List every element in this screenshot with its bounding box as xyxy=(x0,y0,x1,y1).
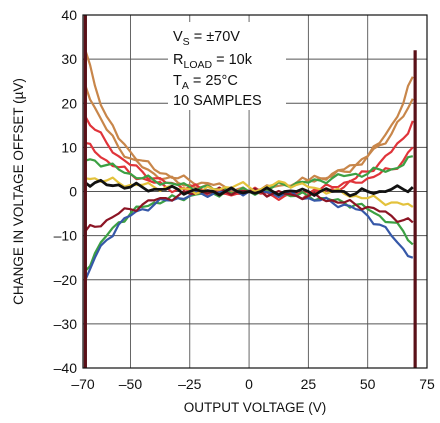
y-tick-label: –10 xyxy=(54,228,78,244)
x-tick-label: –70 xyxy=(71,376,95,392)
x-tick-label: –25 xyxy=(178,376,202,392)
y-tick-label: –30 xyxy=(54,316,78,332)
series-layer xyxy=(84,49,414,281)
edge-lines xyxy=(83,15,417,368)
x-axis-title: OUTPUT VOLTAGE (V) xyxy=(184,400,327,415)
y-tick-label: 0 xyxy=(69,184,77,200)
annotation-line-3: TA = 25°C xyxy=(173,73,238,92)
x-tick-label: 0 xyxy=(245,376,253,392)
x-tick-label: –50 xyxy=(119,376,143,392)
y-axis-title: CHANGE IN VOLTAGE OFFSET (µV) xyxy=(11,78,26,305)
y-tick-label: 30 xyxy=(61,51,77,67)
x-tick-label: 50 xyxy=(360,376,376,392)
y-tick-label: –40 xyxy=(54,360,78,376)
y-tick-label: –20 xyxy=(54,272,78,288)
annotation-background xyxy=(168,22,286,110)
tick-labels: –70 –50 –25 0 25 50 75 –40 –30 –20 –10 0 10 20 30 40 xyxy=(54,7,435,392)
y-tick-label: 20 xyxy=(61,95,77,111)
series-line-10 xyxy=(84,178,414,198)
annotation-line-1: VS = ±70V xyxy=(173,29,240,48)
annotation-line-4: 10 SAMPLES xyxy=(173,93,262,109)
y-tick-label: 10 xyxy=(61,139,77,155)
plot-frame xyxy=(82,14,428,369)
x-tick-label: 25 xyxy=(301,376,317,392)
annotation-line-2: RLOAD = 10k xyxy=(173,52,253,71)
y-tick-label: 40 xyxy=(61,7,77,23)
x-tick-label: 75 xyxy=(419,376,435,392)
